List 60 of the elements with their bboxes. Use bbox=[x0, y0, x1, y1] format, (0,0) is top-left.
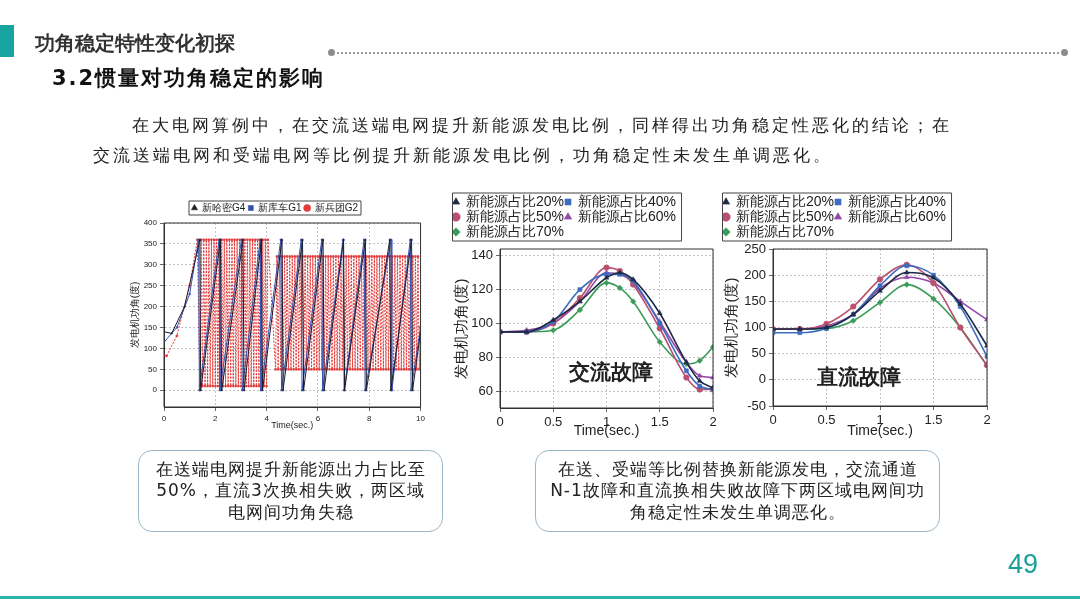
legend-label: 新能源占比60% bbox=[578, 207, 677, 224]
y-tick-label: -50 bbox=[747, 397, 766, 413]
y-tick-label: 150 bbox=[143, 322, 158, 332]
y-tick-label: 350 bbox=[143, 239, 158, 249]
legend-label: 新能源占比20% bbox=[466, 192, 565, 209]
y-axis-title: 发电机功角(度) bbox=[128, 281, 140, 349]
x-tick-label: 0.5 bbox=[544, 414, 563, 430]
y-tick-label: 50 bbox=[148, 364, 158, 374]
y-axis-title: 发电机功角(度) bbox=[452, 278, 470, 379]
legend-label: 新库车G1 bbox=[258, 201, 303, 213]
y-tick-label: 0 bbox=[758, 371, 766, 387]
y-tick-label: 250 bbox=[744, 240, 766, 256]
text: 在大电网算例中，在交流送端电网提升新能源发电比例，同样得出功角稳定性恶化的结论；在交流送端电网和受端电网等比例提升新能源发电比例，功角稳定性未发生单调恶化。 bbox=[93, 114, 953, 167]
y-tick-label: 200 bbox=[744, 266, 766, 282]
y-tick-label: 250 bbox=[143, 280, 158, 290]
x-tick-label: 1.5 bbox=[924, 412, 943, 428]
legend-label: 新能源占比70% bbox=[466, 222, 565, 239]
y-tick-label: 100 bbox=[471, 315, 493, 330]
x-axis-title: Time(sec.) bbox=[271, 420, 314, 431]
legend-label: 新哈密G4 bbox=[201, 201, 246, 213]
rounded-frame: 在送端电网提升新能源出力占比至50%，直流3次换相失败，两区域电网间功角失稳 bbox=[138, 450, 443, 532]
y-tick-label: 100 bbox=[143, 343, 158, 353]
x-tick-label: 0.5 bbox=[817, 412, 836, 428]
annotation: 交流故障 bbox=[567, 359, 653, 383]
text: 3.2惯量对功角稳定的影响 bbox=[52, 66, 326, 92]
legend-label: 新能源占比40% bbox=[848, 192, 947, 209]
y-tick-label: 150 bbox=[744, 292, 766, 308]
legend-label: 新能源占比40% bbox=[578, 192, 677, 209]
x-tick-label: 10 bbox=[416, 414, 426, 423]
x-tick-label: 0 bbox=[769, 412, 777, 428]
legend-label: 新能源占比50% bbox=[466, 207, 565, 224]
text: 功角稳定特性变化初探 bbox=[35, 31, 235, 55]
y-tick-label: 50 bbox=[751, 345, 766, 361]
x-tick-label: 6 bbox=[315, 414, 321, 423]
x-tick-label: 2 bbox=[709, 414, 717, 430]
rounded-frame: 在送、受端等比例替换新能源发电，交流通道N-1故障和直流换相失败故障下两区域电网间功角稳定性未发生单调恶化。 bbox=[535, 450, 940, 532]
x-tick-label: 1.5 bbox=[650, 414, 669, 430]
y-axis-title: 发电机功角(度) bbox=[722, 277, 740, 378]
legend-label: 新兵团G2 bbox=[314, 201, 359, 213]
legend-label: 新能源占比50% bbox=[736, 207, 835, 224]
y-tick-label: 0 bbox=[152, 385, 158, 395]
x-tick-label: 2 bbox=[213, 414, 219, 423]
x-tick-label: 0 bbox=[496, 414, 504, 430]
legend-label: 新能源占比70% bbox=[736, 222, 835, 239]
y-tick-label: 200 bbox=[143, 301, 158, 311]
x-tick-label: 0 bbox=[161, 414, 167, 423]
annotation: 直流故障 bbox=[815, 364, 901, 388]
x-tick-label: 2 bbox=[983, 412, 991, 428]
y-tick-label: 140 bbox=[471, 247, 493, 263]
y-tick-label: 100 bbox=[744, 319, 766, 335]
y-tick-label: 60 bbox=[478, 382, 493, 398]
y-tick-label: 120 bbox=[471, 281, 493, 297]
legend-label: 新能源占比20% bbox=[736, 192, 835, 209]
x-tick-label: 4 bbox=[264, 414, 270, 423]
text: 49 bbox=[1008, 548, 1039, 581]
y-tick-label: 400 bbox=[143, 218, 158, 228]
y-tick-label: 300 bbox=[143, 260, 158, 270]
y-tick-label: 80 bbox=[478, 348, 493, 364]
x-tick-label: 8 bbox=[367, 414, 373, 423]
legend-label: 新能源占比60% bbox=[848, 207, 947, 224]
